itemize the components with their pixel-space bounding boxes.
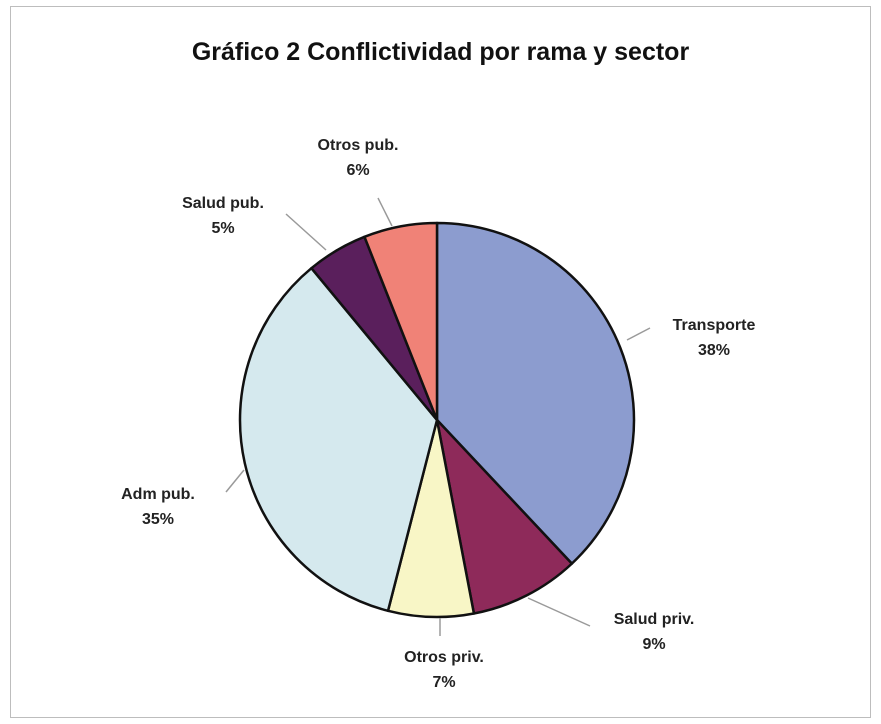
slice-label: Otros priv. [404,649,484,666]
pie-slice-transporte [435,221,636,565]
pie-slices [238,221,636,619]
leader-lines [225,197,651,636]
slice-percent-label: 35% [142,511,174,528]
pie-slice-adm-pub [238,266,439,613]
slice-percent-label: 6% [346,162,369,179]
slice-label: Otros pub. [318,137,399,154]
pie-slice-salud-priv [435,418,574,615]
slice-labels: Transporte 38% Salud priv. 9% Otros priv. 7% A… [121,137,755,691]
slice-percent-label: 7% [432,674,455,691]
slice-label: Salud priv. [614,611,695,628]
leader-line [377,197,393,227]
slice-label: Adm pub. [121,486,195,503]
slice-percent-label: 5% [211,220,234,237]
chart-title: Gráfico 2 Conflictividad por rama y sect… [191,38,690,66]
leader-line [285,213,327,251]
slice-label: Salud pub. [182,195,264,212]
slice-percent-label: 38% [698,342,730,359]
pie-slice-otros-pub [363,221,439,422]
leader-line [225,469,245,493]
leader-line [626,327,651,341]
leader-line [527,597,591,627]
slice-label: Transporte [673,317,756,334]
slice-percent-label: 9% [642,636,665,653]
